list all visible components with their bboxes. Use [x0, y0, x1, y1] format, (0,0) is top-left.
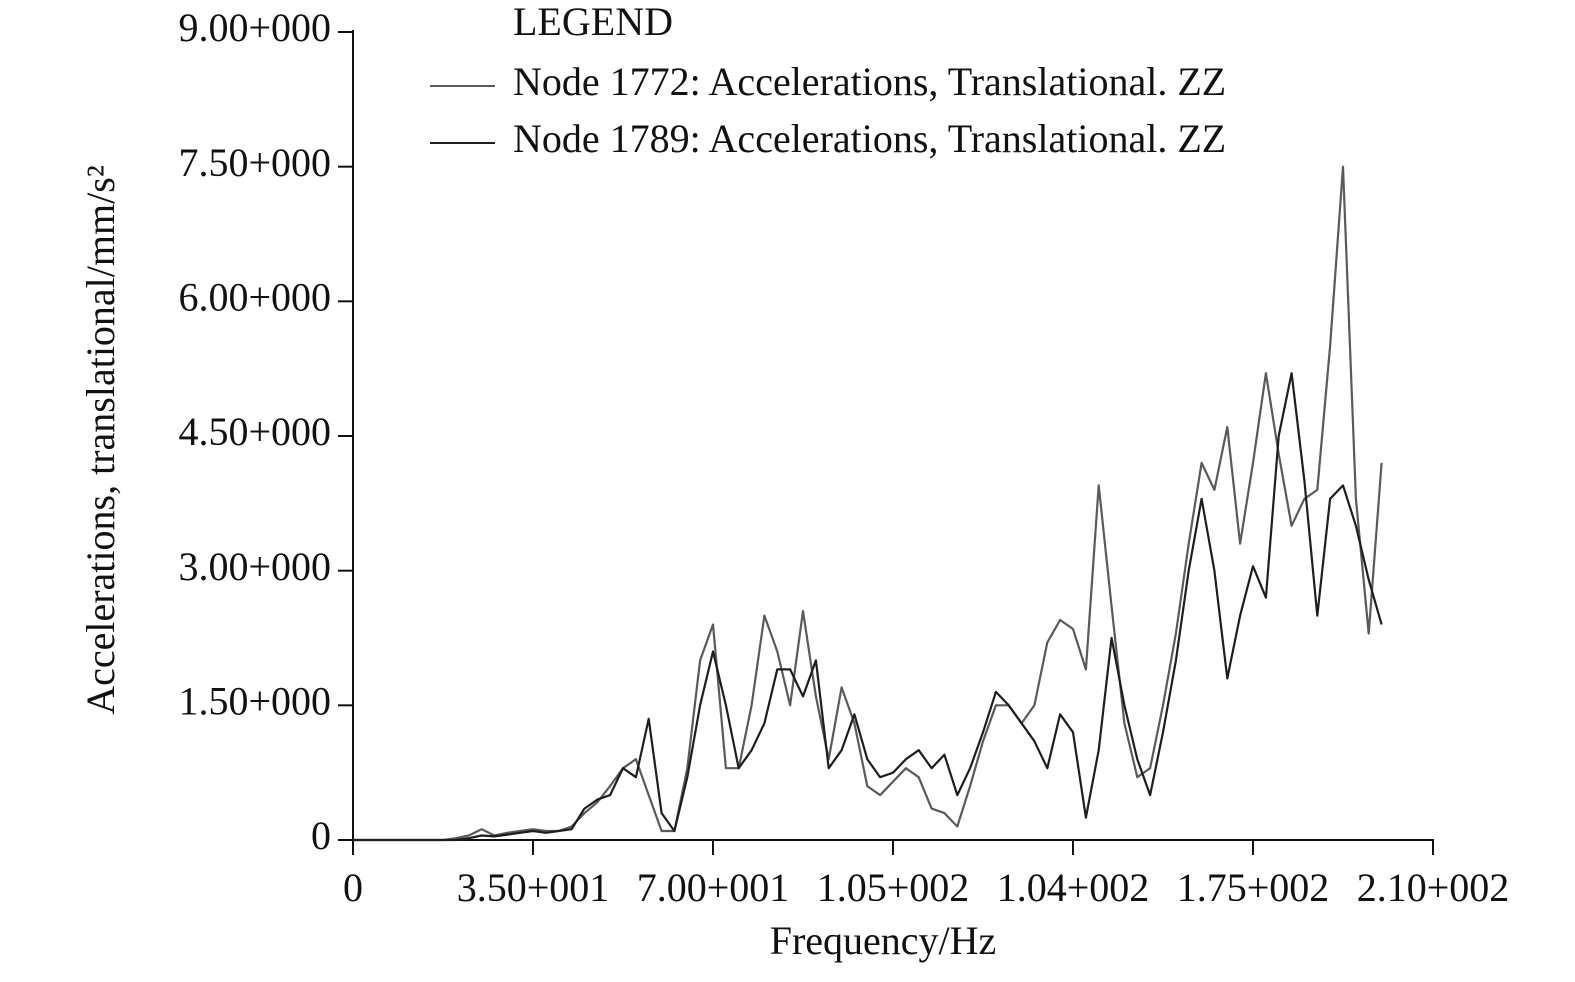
y-tick-label: 9.00+000: [178, 5, 331, 50]
x-tick-label: 1.04+002: [997, 865, 1150, 910]
y-tick-label: 0: [311, 813, 331, 858]
series-line: [353, 372, 1383, 842]
y-tick-label: 7.50+000: [178, 140, 331, 185]
legend-title: LEGEND: [513, 0, 673, 44]
legend-label: Node 1772: Accelerations, Translational.…: [513, 59, 1226, 104]
series-line: [353, 165, 1383, 842]
x-tick-label: 7.00+001: [637, 865, 790, 910]
y-tick-label: 6.00+000: [178, 275, 331, 320]
y-axis-label: Accelerations, translational/mm/s²: [78, 165, 123, 715]
y-tick-label: 1.50+000: [178, 679, 331, 724]
x-tick-label: 1.75+002: [1177, 865, 1330, 910]
legend-label: Node 1789: Accelerations, Translational.…: [513, 116, 1226, 161]
x-tick-label: 1.05+002: [817, 865, 970, 910]
x-tick-label: 3.50+001: [457, 865, 610, 910]
y-tick-label: 3.00+000: [178, 544, 331, 589]
x-tick-label: 2.10+002: [1357, 865, 1510, 910]
x-tick-label: 0: [343, 865, 363, 910]
y-tick-label: 4.50+000: [178, 409, 331, 454]
x-axis-label: Frequency/Hz: [770, 918, 997, 963]
